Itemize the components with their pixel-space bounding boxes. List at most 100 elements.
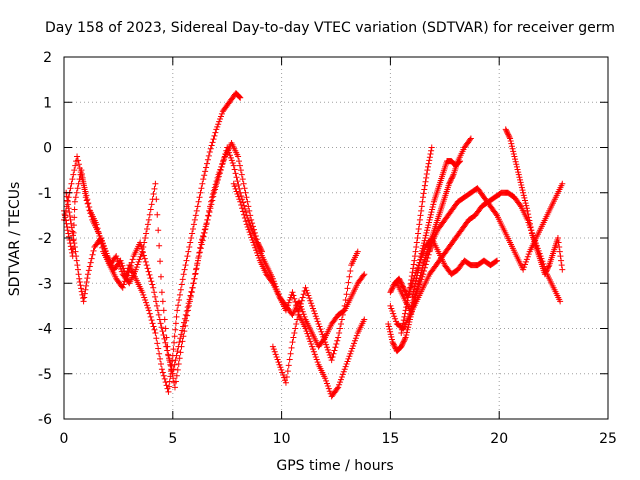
interp-point xyxy=(148,317,155,324)
interp-point xyxy=(114,255,121,262)
interp-point xyxy=(337,379,344,386)
data-point xyxy=(269,343,276,350)
interp-point xyxy=(77,169,84,176)
interp-point xyxy=(151,185,158,192)
interp-point xyxy=(556,244,563,251)
interp-point xyxy=(292,325,299,332)
data-point xyxy=(289,339,296,346)
interp-point xyxy=(545,263,552,270)
interp-point xyxy=(304,289,311,296)
interp-point xyxy=(83,278,90,285)
interp-point xyxy=(83,192,90,199)
interp-point xyxy=(143,230,150,237)
interp-point xyxy=(421,264,428,271)
interp-point xyxy=(70,236,77,243)
interp-point xyxy=(413,239,420,246)
interp-point xyxy=(396,277,403,284)
interp-point xyxy=(96,233,103,240)
interp-point xyxy=(150,323,157,330)
interp-point xyxy=(304,330,311,337)
interp-point xyxy=(236,162,243,169)
interp-point xyxy=(353,332,360,339)
data-point xyxy=(289,289,296,296)
interp-point xyxy=(426,157,433,164)
interp-point xyxy=(154,340,161,347)
interp-point xyxy=(387,331,394,338)
interp-point xyxy=(412,248,419,255)
interp-point xyxy=(166,357,173,364)
data-point xyxy=(322,339,329,346)
interp-point xyxy=(236,94,243,101)
interp-point xyxy=(216,170,223,177)
interp-point xyxy=(493,211,500,218)
interp-point xyxy=(249,236,256,243)
interp-point xyxy=(388,305,395,312)
data-point xyxy=(322,375,329,382)
interp-point xyxy=(255,245,262,252)
interp-point xyxy=(158,324,165,331)
interp-point xyxy=(98,240,105,247)
x-tick-label: 10 xyxy=(273,431,291,447)
interp-point xyxy=(77,282,84,289)
interp-point xyxy=(288,344,295,351)
interp-point xyxy=(279,369,286,376)
interp-point xyxy=(290,292,297,299)
interp-point xyxy=(183,317,190,324)
interp-point xyxy=(323,344,330,351)
interp-point xyxy=(252,244,259,251)
interp-point xyxy=(99,244,106,251)
interp-point xyxy=(388,333,395,340)
interp-point xyxy=(175,302,182,309)
interp-point xyxy=(424,255,431,262)
interp-point xyxy=(296,304,303,311)
interp-point xyxy=(277,364,284,371)
interp-point xyxy=(455,159,462,166)
interp-point xyxy=(152,293,159,300)
interp-point xyxy=(182,262,189,269)
interp-point xyxy=(151,326,158,333)
interp-point xyxy=(406,288,413,295)
interp-point xyxy=(76,278,83,285)
interp-point xyxy=(172,378,179,385)
interp-point xyxy=(515,169,522,176)
interp-point xyxy=(173,352,180,359)
interp-point xyxy=(149,320,156,327)
interp-point xyxy=(332,344,339,351)
interp-point xyxy=(419,245,426,252)
data-point xyxy=(80,180,87,187)
interp-point xyxy=(157,273,164,280)
interp-point xyxy=(330,350,337,357)
interp-point xyxy=(417,256,424,263)
interp-point xyxy=(238,202,245,209)
interp-point xyxy=(417,278,424,285)
data-point xyxy=(158,289,165,296)
interp-point xyxy=(503,128,510,135)
interp-point xyxy=(518,184,525,191)
interp-point xyxy=(405,294,412,301)
interp-point xyxy=(141,239,148,246)
data-point xyxy=(426,216,433,223)
data-point xyxy=(158,366,165,373)
interp-point xyxy=(116,260,123,267)
interp-point xyxy=(352,335,359,342)
data-point xyxy=(250,230,257,237)
interp-point xyxy=(173,313,180,320)
interp-point xyxy=(254,252,261,259)
interp-point xyxy=(245,226,252,233)
interp-point xyxy=(161,316,168,323)
interp-point xyxy=(389,284,396,291)
interp-point xyxy=(388,336,395,343)
interp-point xyxy=(318,328,325,335)
interp-point xyxy=(545,264,552,271)
interp-point xyxy=(505,132,512,139)
interp-point xyxy=(410,297,417,304)
data-point xyxy=(406,284,413,291)
interp-point xyxy=(425,222,432,229)
interp-point xyxy=(509,145,516,152)
interp-point xyxy=(143,225,150,232)
data-point xyxy=(71,244,78,251)
interp-point xyxy=(409,269,416,276)
interp-point xyxy=(217,116,224,123)
interp-point xyxy=(517,176,524,183)
interp-point xyxy=(272,351,279,358)
